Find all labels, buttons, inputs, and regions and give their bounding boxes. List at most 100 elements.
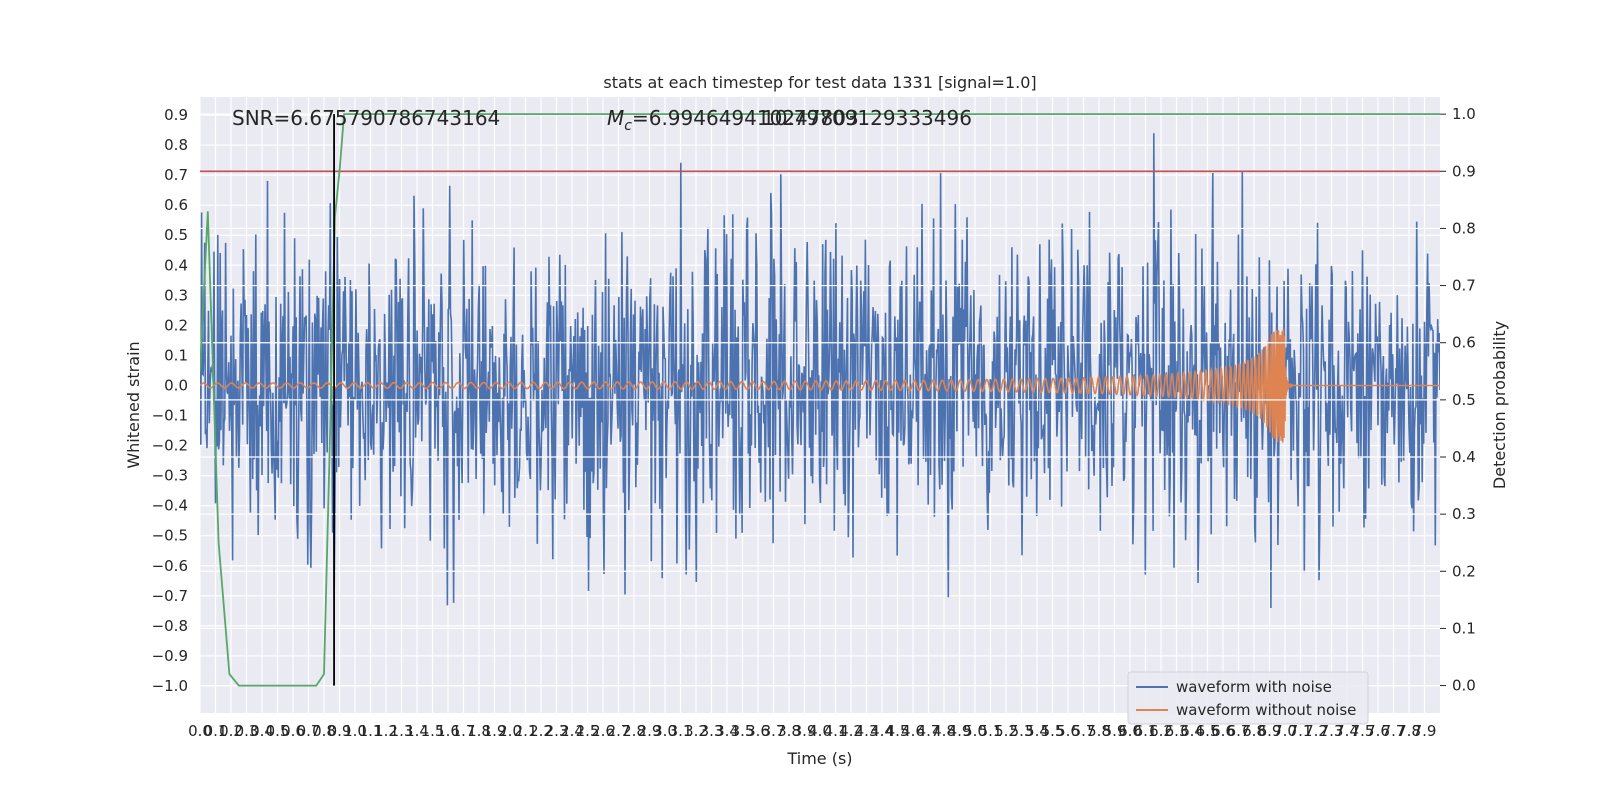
x-tick-label: 2.6 — [591, 722, 615, 740]
chirp-mass-annotation: Mc=6.994649410247803 — [607, 106, 859, 134]
x-tick-label: 3.3 — [700, 722, 724, 740]
x-tick-label: 4.9 — [948, 722, 972, 740]
x-tick-label: 0.7 — [297, 722, 321, 740]
x-tick-label: 3.9 — [793, 722, 817, 740]
y-tick-label-left: −0.2 — [152, 437, 188, 455]
x-tick-label: 1.1 — [359, 722, 383, 740]
x-tick-label: 1.3 — [390, 722, 414, 740]
x-tick-label: 7.0 — [1273, 722, 1297, 740]
snr-annotation: SNR=6.675790786743164 — [232, 106, 500, 130]
x-tick-label: 5.8 — [1087, 722, 1111, 740]
x-tick-label: 1.0 — [343, 722, 367, 740]
chart-title: stats at each timestep for test data 133… — [603, 73, 1036, 92]
x-tick-label: 2.4 — [560, 722, 584, 740]
x-tick-label: 5.9 — [1103, 722, 1127, 740]
x-tick-label: 2.3 — [545, 722, 569, 740]
x-tick-label: 1.9 — [483, 722, 507, 740]
x-tick-label: 0.2 — [219, 722, 243, 740]
x-tick-label: 4.1 — [824, 722, 848, 740]
x-tick-label: 0.6 — [281, 722, 305, 740]
y-tick-label-left: −0.7 — [152, 587, 188, 605]
x-tick-label: 7.7 — [1382, 722, 1406, 740]
x-tick-label: 2.0 — [498, 722, 522, 740]
x-tick-label: 0.4 — [250, 722, 274, 740]
y-tick-label-left: 0.7 — [164, 166, 188, 184]
y-tick-label-right: 0.4 — [1452, 448, 1476, 466]
x-tick-label: 5.0 — [963, 722, 987, 740]
y-tick-label-left: −0.9 — [152, 647, 188, 665]
x-tick-label: 7.6 — [1366, 722, 1390, 740]
x-tick-label: 3.0 — [653, 722, 677, 740]
y-tick-label-right: 1.0 — [1452, 105, 1476, 123]
x-tick-label: 2.5 — [576, 722, 600, 740]
y-tick-label-left: −0.6 — [152, 557, 188, 575]
x-tick-label: 3.7 — [762, 722, 786, 740]
x-tick-label: 4.2 — [839, 722, 863, 740]
series-waveform-without-noise — [200, 328, 1440, 443]
x-tick-label: 4.8 — [932, 722, 956, 740]
x-tick-label: 6.8 — [1242, 722, 1266, 740]
x-tick-label: 0.0 — [188, 722, 212, 740]
y-tick-label-right: 0.7 — [1452, 277, 1476, 295]
x-tick-label: 4.6 — [901, 722, 925, 740]
x-tick-label: 3.5 — [731, 722, 755, 740]
axes: 0.00.10.20.30.40.50.60.70.80.91.01.11.21… — [152, 105, 1476, 740]
y-tick-label-left: 0.5 — [164, 226, 188, 244]
y-tick-label-left: 0.2 — [164, 316, 188, 334]
x-tick-label: 2.1 — [514, 722, 538, 740]
x-tick-label: 4.4 — [870, 722, 894, 740]
x-tick-label: 6.6 — [1211, 722, 1235, 740]
y-tick-label-left: 0.8 — [164, 136, 188, 154]
y-axis-label-left: Whitened strain — [124, 341, 143, 468]
x-tick-label: 7.1 — [1289, 722, 1313, 740]
x-tick-label: 7.2 — [1304, 722, 1328, 740]
x-tick-label: 6.7 — [1227, 722, 1251, 740]
x-tick-label: 7.9 — [1413, 722, 1437, 740]
x-axis-label: Time (s) — [786, 749, 852, 768]
x-tick-label: 0.8 — [312, 722, 336, 740]
x-tick-label: 5.3 — [1010, 722, 1034, 740]
x-tick-label: 1.5 — [421, 722, 445, 740]
y-tick-label-left: −0.3 — [152, 467, 188, 485]
x-tick-label: 0.5 — [266, 722, 290, 740]
x-tick-label: 7.4 — [1335, 722, 1359, 740]
y-tick-label-right: 0.2 — [1452, 562, 1476, 580]
x-tick-label: 6.1 — [1134, 722, 1158, 740]
y-tick-label-left: −0.5 — [152, 527, 188, 545]
x-tick-label: 4.3 — [855, 722, 879, 740]
x-tick-label: 5.6 — [1056, 722, 1080, 740]
series-detection-probability — [200, 113, 1440, 687]
x-tick-label: 0.1 — [204, 722, 228, 740]
x-tick-label: 6.9 — [1258, 722, 1282, 740]
x-tick-label: 3.8 — [777, 722, 801, 740]
x-tick-label: 1.6 — [436, 722, 460, 740]
y-tick-label-right: 0.9 — [1452, 162, 1476, 180]
x-tick-label: 0.3 — [235, 722, 259, 740]
y-tick-label-left: 0.3 — [164, 286, 188, 304]
chart-marks — [200, 113, 1440, 687]
x-tick-label: 4.7 — [917, 722, 941, 740]
x-tick-label: 5.4 — [1025, 722, 1049, 740]
y-tick-label-left: 0.0 — [164, 376, 188, 394]
x-tick-label: 2.7 — [607, 722, 631, 740]
x-tick-label: 2.2 — [529, 722, 553, 740]
x-tick-label: 7.3 — [1320, 722, 1344, 740]
legend-box — [1127, 671, 1369, 725]
x-tick-label: 5.1 — [979, 722, 1003, 740]
x-tick-label: 1.8 — [467, 722, 491, 740]
chirp-mass-subscript: c — [624, 118, 632, 134]
y-axis-label-right: Detection probability — [1490, 321, 1509, 489]
x-tick-label: 1.2 — [374, 722, 398, 740]
y-tick-label-left: −0.8 — [152, 617, 188, 635]
x-tick-label: 7.5 — [1351, 722, 1375, 740]
x-tick-label: 0.9 — [328, 722, 352, 740]
x-tick-label: 3.4 — [715, 722, 739, 740]
x-tick-label: 1.7 — [452, 722, 476, 740]
x-tick-label: 6.2 — [1149, 722, 1173, 740]
y-tick-label-right: 0.8 — [1452, 219, 1476, 237]
y-tick-label-left: −0.4 — [152, 497, 188, 515]
chirp-mass-value: =6.994649410247803 — [632, 106, 859, 130]
overlap-annotation: 10.79709129333496 — [762, 106, 972, 130]
x-tick-label: 6.4 — [1180, 722, 1204, 740]
